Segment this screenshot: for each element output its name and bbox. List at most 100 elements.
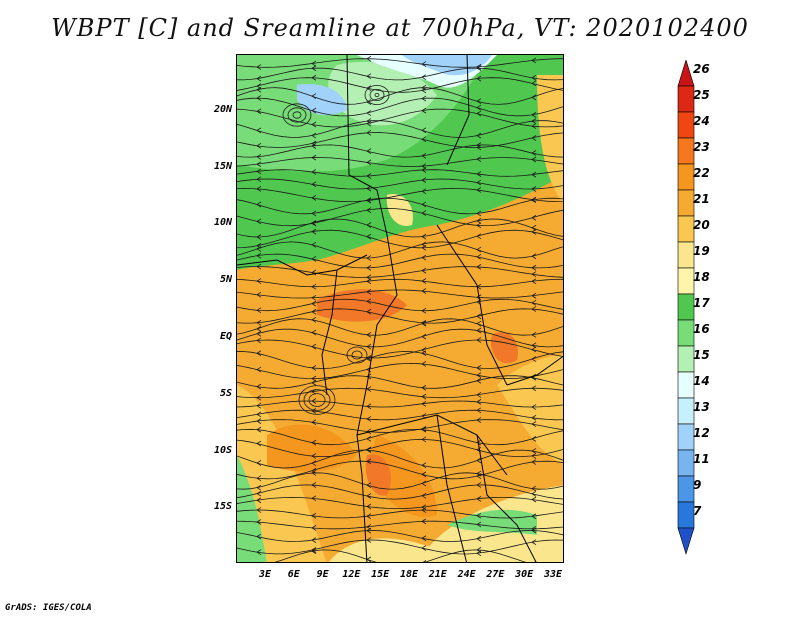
streamline-arrow — [476, 110, 482, 117]
streamline — [237, 438, 563, 458]
streamline-arrow — [421, 492, 427, 499]
lon-label: 12E — [342, 569, 361, 580]
colorbar-swatch — [677, 85, 695, 113]
streamline-arrow — [531, 342, 537, 349]
streamline-arrow — [421, 471, 427, 478]
map-panel — [236, 54, 564, 563]
streamline-arrow — [311, 241, 317, 248]
streamline — [237, 253, 563, 269]
yellow-region-north — [386, 194, 413, 226]
streamline-arrow — [311, 143, 317, 149]
streamline-arrow — [366, 159, 372, 166]
streamline — [237, 289, 563, 299]
colorbar-level-label: 21 — [693, 192, 710, 206]
streamline-arrow — [311, 547, 317, 553]
blue-region-north — [402, 55, 492, 76]
streamline-arrow — [366, 503, 372, 510]
lon-label: 3E — [258, 569, 272, 580]
streamline-arrow — [531, 123, 537, 129]
streamline-arrow — [421, 307, 427, 314]
streamline — [237, 449, 563, 469]
streamline — [237, 419, 563, 433]
colorbar-level-label: 18 — [693, 270, 710, 284]
streamline-arrow — [421, 535, 427, 542]
streamline-arrow — [476, 372, 482, 378]
streamline-arrow — [256, 533, 262, 540]
streamline-arrow — [311, 195, 317, 201]
streamline-arrow — [476, 156, 482, 163]
footer-credit: GrADS: IGES/COLA — [5, 603, 92, 613]
streamline-arrow — [421, 136, 427, 143]
streamline-arrow — [531, 404, 537, 410]
colorbar-level-label: 24 — [693, 114, 710, 128]
streamline-swirl — [308, 393, 326, 407]
colorbar-level-label: 16 — [693, 322, 710, 336]
country-borders — [237, 55, 563, 562]
streamline-arrow — [476, 222, 482, 229]
streamline-arrow — [531, 264, 537, 271]
streamline-arrow — [256, 330, 262, 337]
streamline-swirl — [346, 346, 368, 364]
streamline-arrow — [366, 130, 372, 136]
streamline-arrow — [531, 490, 537, 497]
streamline-arrow — [421, 350, 427, 357]
streamline-arrow — [476, 457, 482, 464]
streamline-arrow — [366, 493, 372, 499]
colorbar-swatch — [677, 241, 695, 269]
streamline — [237, 387, 563, 399]
streamline-arrow — [531, 229, 537, 235]
streamline-arrow — [421, 61, 427, 67]
streamline — [237, 278, 563, 288]
streamline-arrow — [421, 320, 427, 327]
streamline-arrow — [421, 167, 427, 173]
streamline-arrow — [531, 156, 537, 163]
streamline-arrow — [421, 333, 427, 340]
streamline — [237, 241, 563, 259]
streamline-arrow — [366, 173, 372, 179]
streamline — [237, 351, 563, 369]
streamline-arrow — [256, 252, 262, 259]
streamline-arrow — [256, 263, 262, 270]
lon-label: 33E — [543, 569, 563, 580]
colorbar — [677, 60, 695, 556]
lat-label: 10S — [213, 445, 232, 456]
streamline-arrow — [366, 435, 372, 442]
streamline-arrow — [256, 127, 262, 134]
streamline-arrow — [311, 470, 317, 476]
streamline-arrow — [476, 264, 482, 270]
streamline-arrow — [256, 497, 262, 504]
lat-label: 10N — [213, 217, 232, 228]
streamline-arrow — [531, 214, 537, 221]
streamline — [237, 308, 563, 324]
streamline — [237, 484, 563, 500]
streamline-arrow — [366, 482, 372, 488]
streamline-arrow — [531, 513, 537, 520]
streamline-arrow — [422, 560, 427, 562]
lat-label: 5N — [219, 274, 232, 285]
streamline-arrow — [476, 365, 482, 371]
streamline — [237, 187, 563, 203]
lon-label: 21E — [428, 569, 447, 580]
streamline — [237, 298, 563, 312]
streamline-arrow — [476, 439, 482, 446]
colorbar-level-label: 22 — [693, 166, 710, 180]
streamline-arrow — [366, 527, 372, 534]
streamline-arrow — [366, 298, 372, 305]
streamline-arrow — [366, 537, 372, 543]
lon-label: 18E — [399, 569, 419, 580]
streamline-arrow — [256, 186, 262, 192]
streamline-arrow — [366, 446, 372, 453]
streamline-arrow — [311, 495, 317, 502]
streamline-arrow — [311, 121, 317, 128]
green-region-se — [447, 509, 537, 535]
streamline-arrow — [531, 196, 537, 203]
streamline-arrow — [366, 289, 372, 295]
streamline-arrow — [476, 144, 482, 151]
streamline-arrow — [256, 95, 262, 101]
country-border — [356, 234, 398, 476]
streamline-arrow — [366, 233, 372, 240]
streamline-arrow — [421, 127, 427, 134]
streamline-arrow — [311, 181, 317, 188]
streamline-arrow — [531, 197, 537, 204]
country-border — [321, 269, 338, 396]
